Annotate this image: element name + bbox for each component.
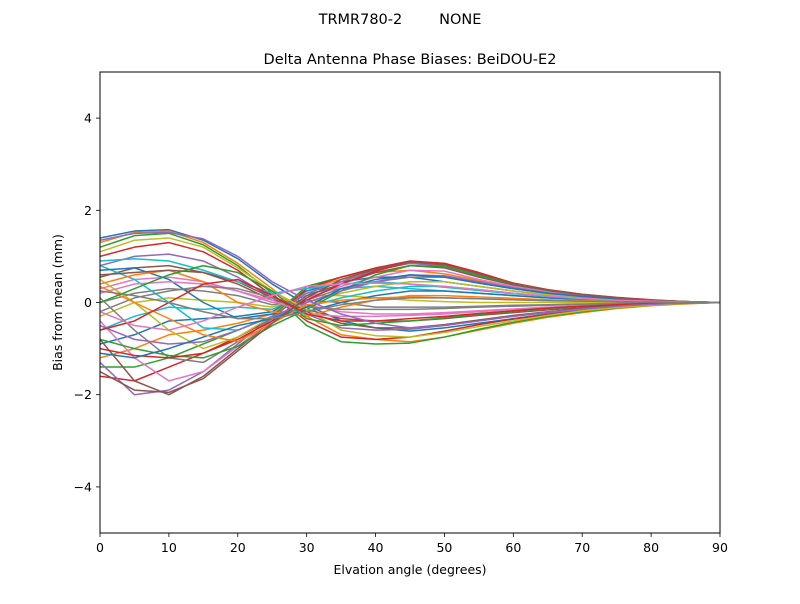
x-tick-label: 80 <box>643 540 659 555</box>
series-line-34 <box>100 278 720 331</box>
y-tick-label: 4 <box>84 111 92 126</box>
series-line-37 <box>100 282 720 331</box>
series-line-36 <box>100 261 720 394</box>
y-tick-label: −4 <box>74 479 92 494</box>
series-line-9 <box>100 294 720 318</box>
series-line-31 <box>100 274 720 359</box>
series-line-29 <box>100 237 720 338</box>
series-line-38 <box>100 290 720 320</box>
y-tick-label: 0 <box>84 295 92 310</box>
chart-title: Delta Antenna Phase Biases: BeiDOU-E2 <box>264 52 557 68</box>
series-line-23 <box>100 264 720 359</box>
figure-suptitle: TRMR780-2 NONE <box>318 12 482 28</box>
x-tick-label: 40 <box>368 540 384 555</box>
x-tick-label: 20 <box>230 540 246 555</box>
plot-area <box>99 71 721 534</box>
x-tick-label: 50 <box>436 540 452 555</box>
x-axis-ticks: 0 10 20 30 40 50 60 70 80 90 <box>96 533 728 555</box>
x-tick-label: 0 <box>96 540 104 555</box>
x-tick-label: 30 <box>299 540 315 555</box>
x-tick-label: 10 <box>161 540 177 555</box>
series-lines <box>100 228 720 396</box>
series-line-28 <box>100 285 720 313</box>
y-tick-label: 2 <box>84 203 92 218</box>
x-tick-label: 60 <box>505 540 521 555</box>
y-axis-label: Bias from mean (mm) <box>50 234 65 371</box>
x-tick-label: 90 <box>712 540 728 555</box>
series-line-6 <box>100 264 720 322</box>
y-axis-ticks: −4 −2 0 2 4 <box>74 111 100 494</box>
series-line-35 <box>100 231 720 329</box>
x-axis-label: Elvation angle (degrees) <box>333 562 486 577</box>
x-tick-label: 70 <box>574 540 590 555</box>
y-tick-label: −2 <box>74 387 92 402</box>
